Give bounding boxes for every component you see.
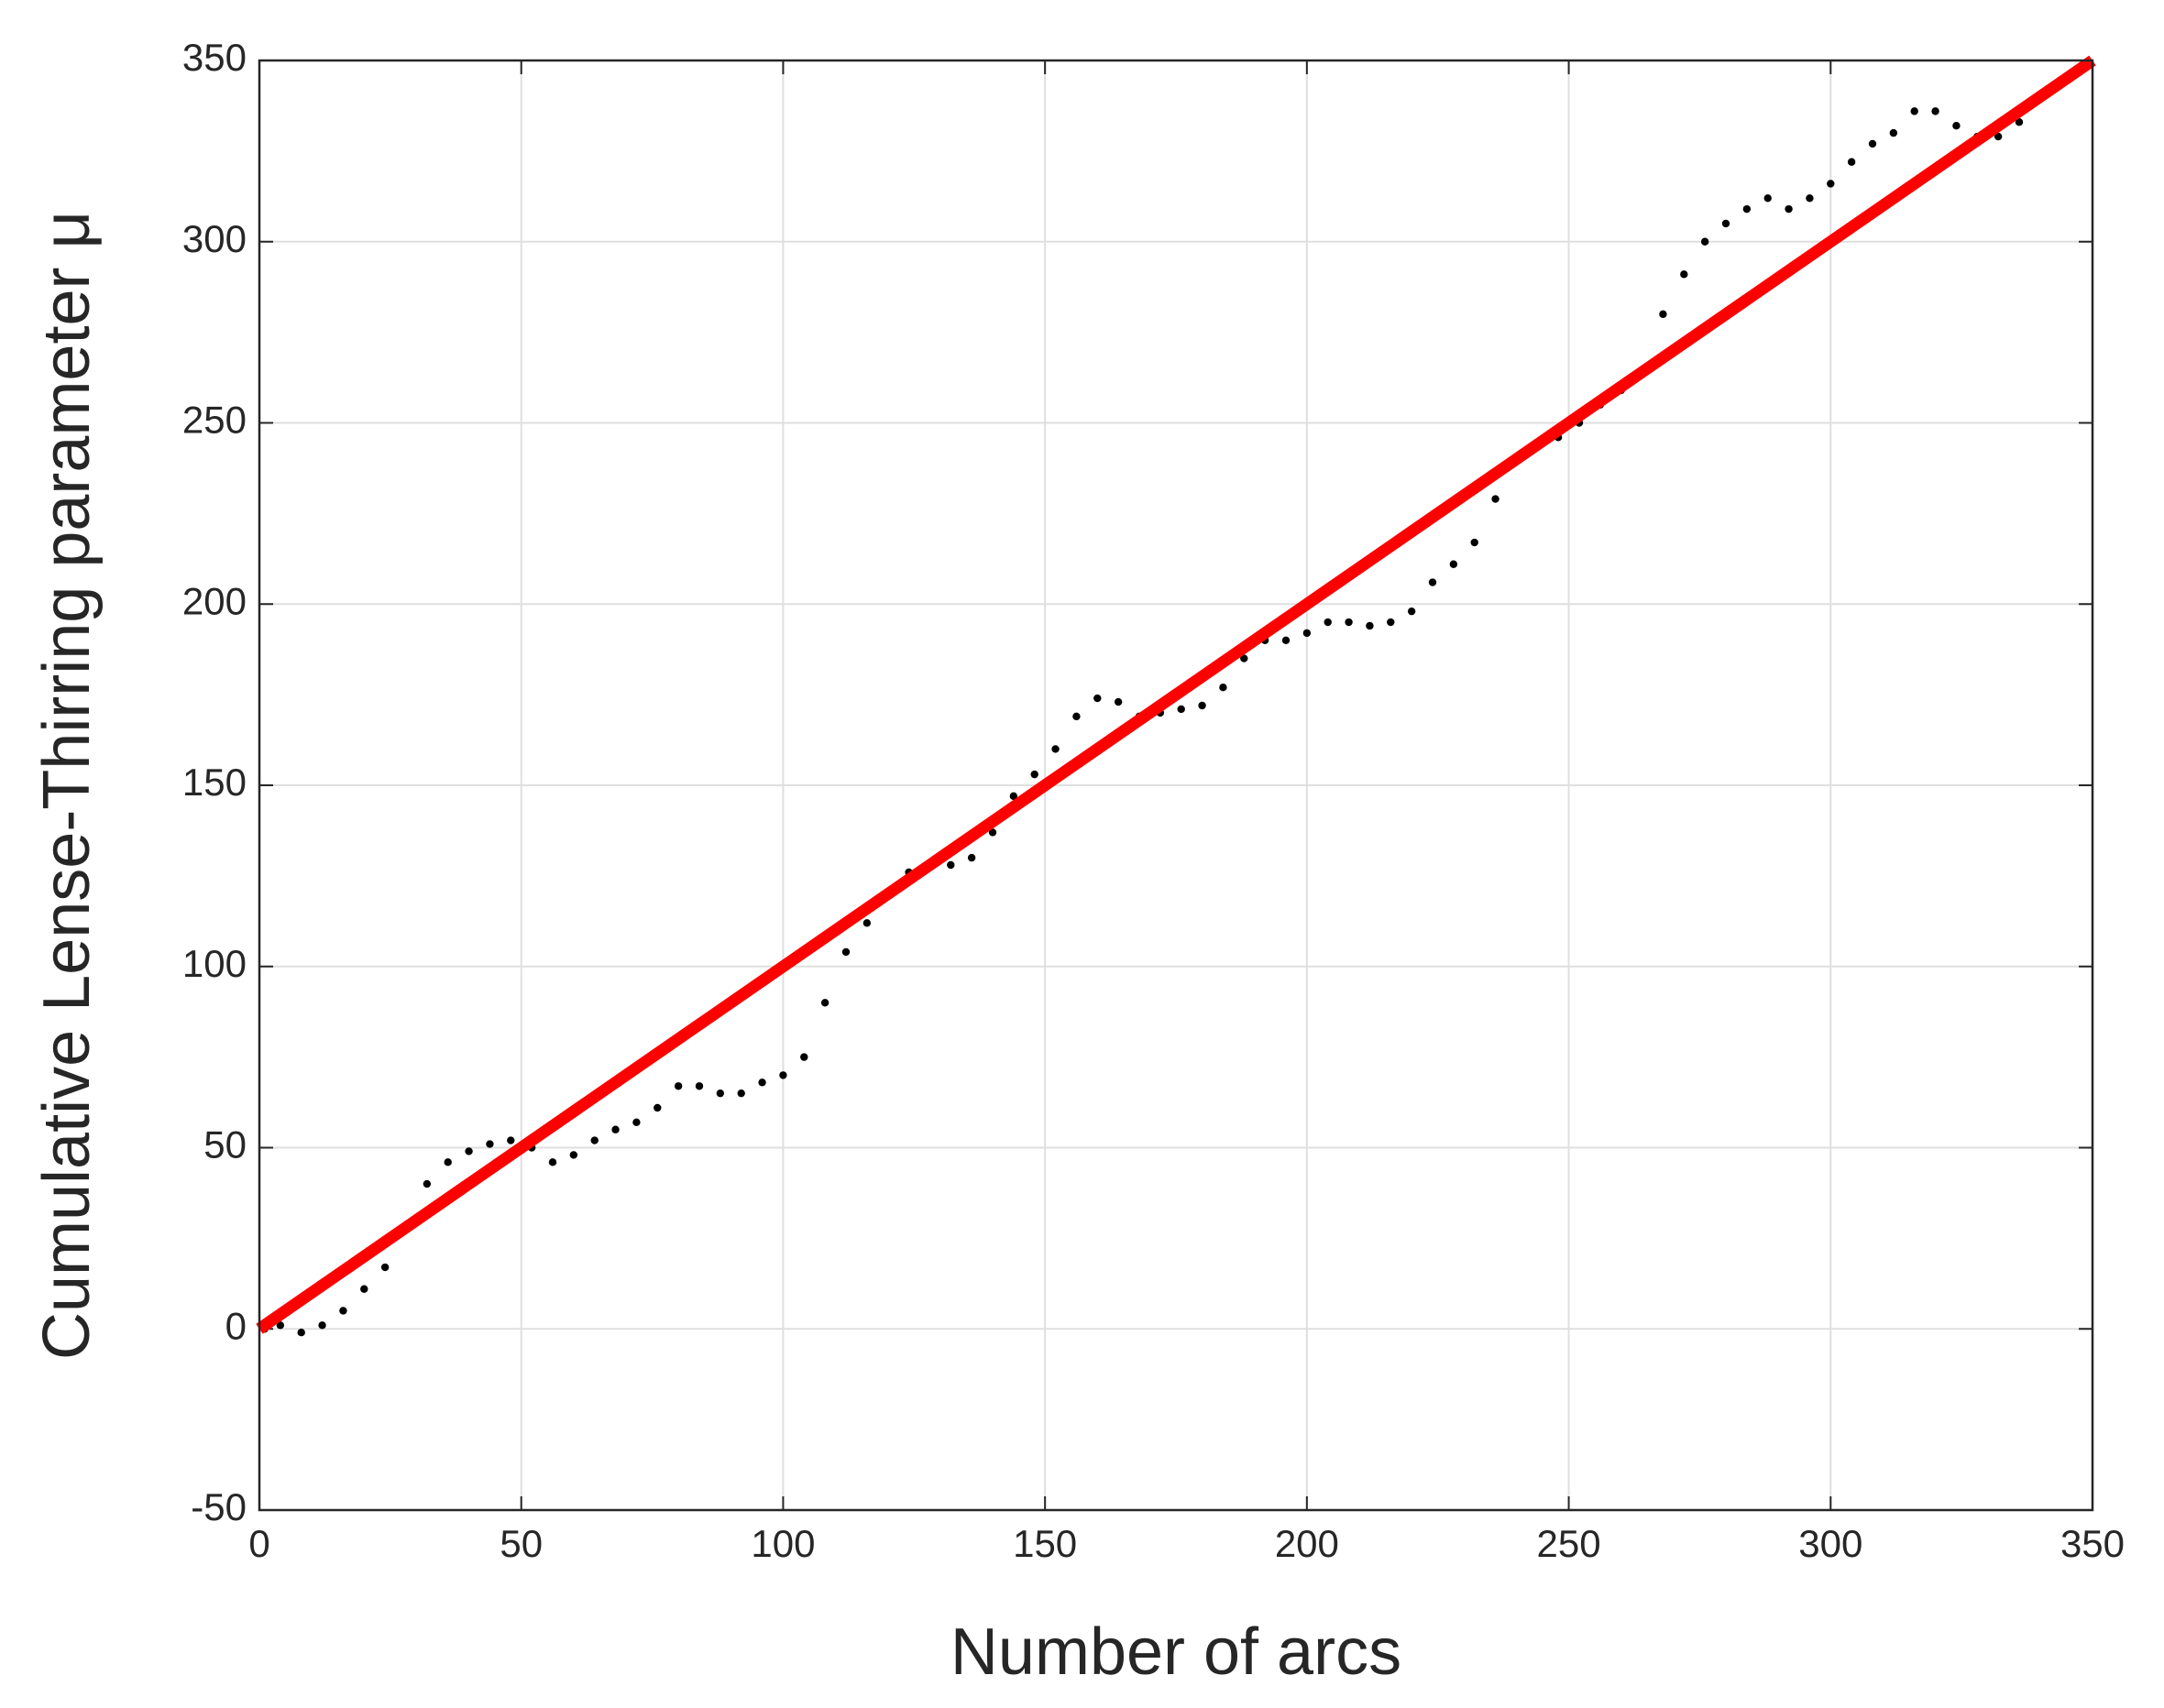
data-point xyxy=(820,999,829,1007)
data-point xyxy=(1785,204,1793,214)
data-point xyxy=(2015,118,2024,126)
y-tick-label: 50 xyxy=(203,1123,247,1166)
data-point xyxy=(841,947,851,957)
data-point xyxy=(339,1307,347,1315)
data-point xyxy=(1302,629,1312,638)
plot-frame xyxy=(258,59,2094,1512)
data-point xyxy=(1470,538,1478,547)
data-point xyxy=(423,1179,432,1188)
data-point xyxy=(1827,180,1835,188)
data-point xyxy=(360,1285,368,1293)
data-point xyxy=(1910,107,1918,115)
data-point xyxy=(1345,618,1353,627)
x-tick-label: 200 xyxy=(1275,1522,1339,1565)
data-point xyxy=(1931,107,1939,115)
x-tick-label: 300 xyxy=(1798,1522,1862,1565)
data-point xyxy=(1009,792,1018,801)
data-point xyxy=(1763,194,1772,203)
data-point xyxy=(1240,654,1248,662)
data-point xyxy=(507,1136,515,1144)
y-tick-label: 350 xyxy=(182,36,247,79)
data-point xyxy=(988,828,997,837)
data-point xyxy=(1072,712,1081,721)
data-point xyxy=(1721,219,1730,228)
data-point xyxy=(695,1082,704,1090)
y-tick-label: 250 xyxy=(182,399,247,442)
data-point xyxy=(1742,204,1752,214)
data-point xyxy=(1428,578,1437,586)
data-point xyxy=(611,1125,620,1133)
fit-line xyxy=(256,55,2096,1334)
x-tick-label: 100 xyxy=(751,1522,815,1565)
data-point xyxy=(569,1151,578,1159)
y-axis-label: Cumulative Lense-Thirring parameter μ xyxy=(30,211,104,1360)
data-point xyxy=(1449,560,1458,568)
data-point xyxy=(276,1321,285,1330)
data-point xyxy=(590,1136,599,1144)
data-point xyxy=(1847,158,1856,166)
y-tick-label: -50 xyxy=(191,1485,247,1528)
data-point xyxy=(1219,684,1227,692)
x-tick-label: 0 xyxy=(248,1522,269,1565)
data-point xyxy=(380,1263,390,1272)
y-tick-label: 200 xyxy=(182,579,247,622)
y-tick-label: 100 xyxy=(182,942,247,985)
data-point xyxy=(1806,194,1814,203)
data-point xyxy=(1177,705,1185,714)
data-point xyxy=(444,1158,452,1166)
y-tick-label: 300 xyxy=(182,217,247,260)
data-point xyxy=(779,1071,787,1079)
data-point xyxy=(1680,270,1688,279)
data-point xyxy=(967,853,976,862)
data-point xyxy=(1700,237,1709,246)
data-point xyxy=(716,1089,725,1098)
data-point xyxy=(1889,128,1898,137)
x-tick-label: 250 xyxy=(1537,1522,1601,1565)
data-point xyxy=(862,919,872,927)
data-point xyxy=(654,1103,662,1112)
data-point xyxy=(758,1078,766,1087)
data-point xyxy=(1051,745,1060,753)
data-point xyxy=(1198,701,1206,710)
x-tick-label: 350 xyxy=(2060,1522,2125,1565)
data-point xyxy=(1114,697,1123,706)
data-point xyxy=(1281,636,1291,644)
data-point xyxy=(1868,139,1877,148)
data-point xyxy=(1952,121,1961,130)
data-point xyxy=(1659,310,1667,319)
data-point xyxy=(548,1158,557,1166)
x-axis-label: Number of arcs xyxy=(950,1615,1401,1689)
data-point xyxy=(1366,621,1374,630)
data-point xyxy=(737,1089,745,1098)
x-tick-label: 50 xyxy=(500,1522,543,1565)
data-point xyxy=(465,1147,473,1155)
data-point xyxy=(1387,618,1395,627)
data-point xyxy=(674,1082,683,1090)
y-tick-label: 0 xyxy=(225,1304,247,1347)
data-point xyxy=(1407,607,1416,616)
data-point xyxy=(1093,694,1102,703)
data-point xyxy=(632,1118,641,1127)
x-tick-label: 150 xyxy=(1013,1522,1077,1565)
y-tick-label: 150 xyxy=(182,761,247,804)
data-point xyxy=(947,860,955,870)
data-point xyxy=(486,1140,494,1148)
data-point xyxy=(1491,495,1499,503)
data-point xyxy=(1324,618,1332,627)
data-point xyxy=(318,1321,326,1330)
data-point xyxy=(297,1329,305,1337)
data-point xyxy=(1030,770,1038,779)
data-point xyxy=(800,1053,808,1061)
data-point xyxy=(1994,132,2003,141)
